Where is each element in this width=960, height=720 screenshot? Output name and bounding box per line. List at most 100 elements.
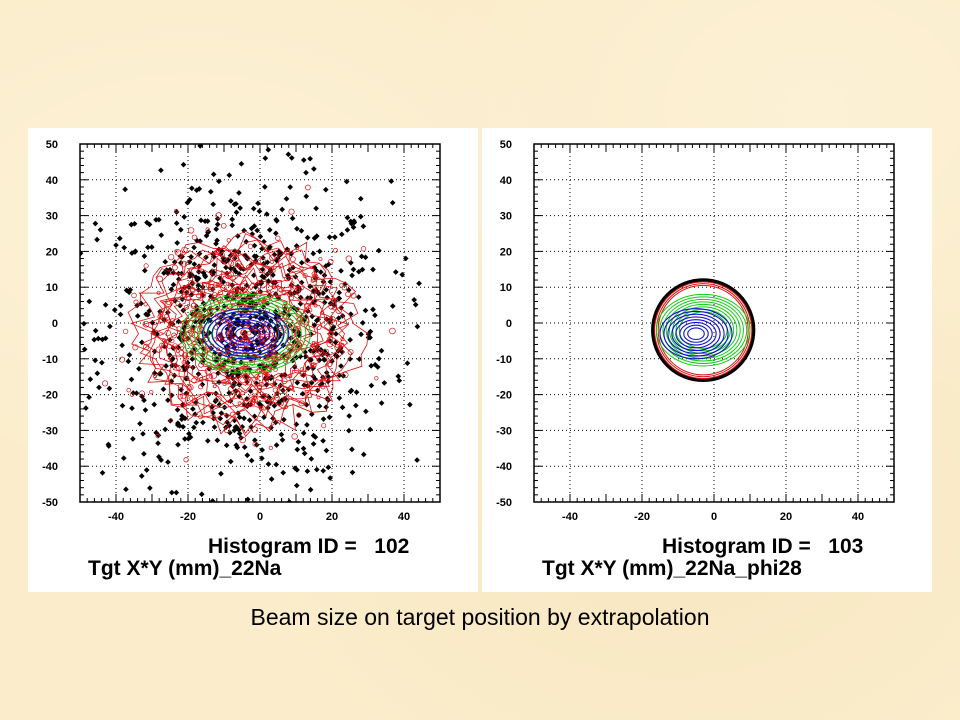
contour-point xyxy=(218,470,224,477)
contour-point xyxy=(181,246,188,254)
contour-point xyxy=(172,264,178,271)
contour-point xyxy=(289,256,296,263)
contour-point xyxy=(313,298,318,303)
contour-point xyxy=(191,397,199,405)
contour-point xyxy=(169,357,175,363)
contour-line xyxy=(166,267,324,397)
contour-point xyxy=(116,235,123,242)
contour-point xyxy=(160,386,167,393)
x-tick-label: 40 xyxy=(852,511,864,523)
contour-point xyxy=(91,336,98,343)
contour-point xyxy=(269,266,274,271)
contour-point xyxy=(392,269,399,275)
contour-point xyxy=(262,155,269,162)
contour-point xyxy=(185,364,191,369)
contour-point xyxy=(344,214,351,221)
contour-point xyxy=(215,395,222,403)
contour-point xyxy=(182,334,187,339)
contour-point xyxy=(136,365,142,372)
contour-point xyxy=(367,426,374,433)
contour-point xyxy=(169,586,175,592)
contour-point xyxy=(243,365,250,372)
contour-point xyxy=(64,420,70,426)
contour-point xyxy=(207,188,214,195)
contour-point xyxy=(416,280,422,287)
contour-point xyxy=(347,356,353,362)
contour-point xyxy=(221,256,228,263)
contour-line xyxy=(206,310,285,357)
contour-point xyxy=(141,451,147,457)
contour-point xyxy=(184,199,191,206)
contour-point xyxy=(275,235,281,241)
contour-point xyxy=(239,361,245,367)
contour-point xyxy=(262,184,268,190)
contour-point xyxy=(274,395,280,401)
contour-point xyxy=(277,382,284,389)
contour-point xyxy=(320,416,327,422)
contour-point xyxy=(246,417,253,424)
contour-point xyxy=(194,237,200,244)
contour-point xyxy=(234,389,241,396)
contour-point xyxy=(214,437,221,444)
histogram-panel-102: -40 -20 0 20 40 50 40 30 20 10 0 -10 -20 -30 -40 -50 Hi… xyxy=(28,128,478,592)
contour-point xyxy=(249,231,256,237)
contour-point xyxy=(210,171,217,178)
contour-point xyxy=(164,329,171,337)
contour-point xyxy=(163,363,169,369)
contour-point xyxy=(414,457,420,463)
contour-point xyxy=(300,430,307,436)
contour-point xyxy=(268,332,274,338)
contour-point xyxy=(140,431,146,437)
contour-point xyxy=(259,257,266,264)
contour-point xyxy=(231,275,236,280)
histogram-id-label: Histogram ID = 102 xyxy=(208,535,410,558)
contour-point xyxy=(227,458,234,465)
contour-point xyxy=(248,457,255,464)
contour-point xyxy=(333,247,338,253)
contour-point xyxy=(214,318,222,326)
contour-point xyxy=(265,146,272,153)
contour-point xyxy=(273,230,279,237)
contour-point xyxy=(165,397,171,403)
contour-point xyxy=(229,255,236,261)
contour-point xyxy=(86,394,92,401)
contour-point xyxy=(128,221,135,228)
contour-point xyxy=(215,370,221,376)
contour-point xyxy=(168,489,175,496)
contour-point xyxy=(350,224,357,231)
contour-point xyxy=(111,307,118,313)
contour-point xyxy=(302,353,309,360)
contour-line xyxy=(220,319,271,349)
contour-point xyxy=(363,408,369,415)
contour-point xyxy=(184,294,191,301)
contour-point xyxy=(168,254,175,261)
contour-point xyxy=(131,292,137,299)
contour-point xyxy=(203,232,210,239)
contour-point xyxy=(158,311,164,317)
contour-point xyxy=(137,420,143,427)
contour-point xyxy=(300,445,307,452)
contour-point xyxy=(268,445,273,451)
contour-point xyxy=(167,320,174,326)
contour-point xyxy=(176,326,182,331)
contour-point xyxy=(207,286,213,292)
contour-point xyxy=(113,242,119,248)
contour-point xyxy=(241,309,248,317)
contour-point xyxy=(256,384,262,390)
contour-point xyxy=(299,390,306,397)
contour-point xyxy=(374,376,379,381)
contour-point xyxy=(86,298,93,305)
contour-point xyxy=(338,268,344,274)
contour-point xyxy=(236,430,243,437)
contour-point xyxy=(196,267,202,273)
y-tick-label: 10 xyxy=(500,282,512,294)
y-tick-label: 50 xyxy=(46,139,58,151)
contour-point xyxy=(230,368,237,375)
contour-point xyxy=(328,258,334,265)
contour-point xyxy=(381,380,388,386)
contour-point xyxy=(227,429,233,436)
contour-point xyxy=(219,252,225,258)
contour-point xyxy=(247,336,255,343)
contour-point xyxy=(229,216,236,223)
contour-point xyxy=(313,205,319,212)
